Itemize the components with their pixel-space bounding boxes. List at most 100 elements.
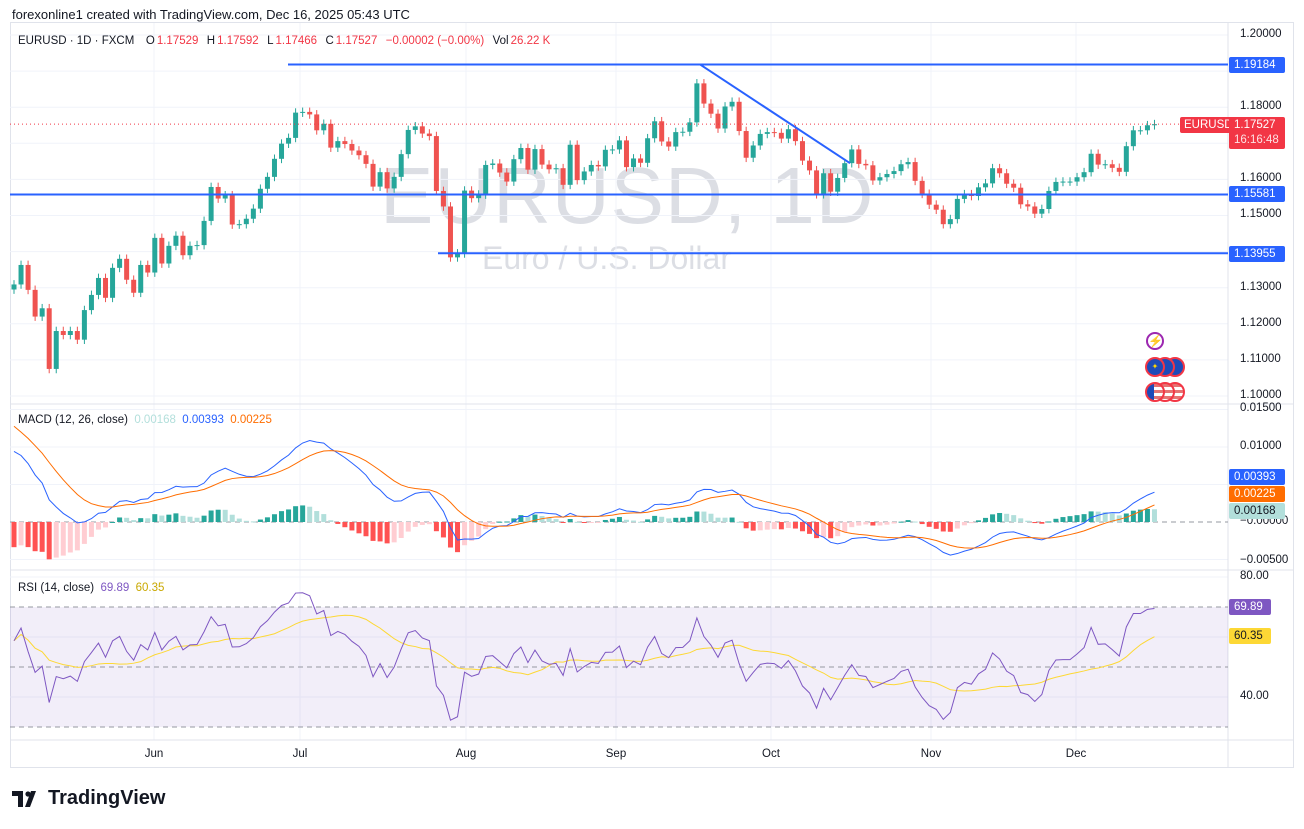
macd-title: MACD (12, 26, close) — [18, 414, 128, 426]
macd-histogram-bar — [398, 522, 404, 539]
candle-body — [997, 168, 1003, 174]
macd-histogram-bar — [560, 522, 566, 523]
rsi-legend[interactable]: RSI (14, close) 69.89 60.35 — [18, 582, 164, 594]
macd-histogram-bar — [856, 522, 862, 526]
macd-histogram-bar — [631, 520, 637, 522]
time-label: Dec — [1065, 748, 1087, 760]
candle-body — [757, 133, 763, 146]
macd-histogram-bar — [32, 522, 38, 552]
close-value: 1.17527 — [335, 35, 378, 47]
macd-histogram-bar — [771, 522, 777, 530]
candle-body — [652, 121, 658, 139]
macd-histogram-bar — [1018, 518, 1024, 522]
macd-histogram-bar — [968, 522, 974, 524]
macd-histogram-bar — [124, 517, 130, 522]
macd-histogram-bar — [462, 522, 468, 546]
candle-body — [574, 144, 580, 181]
macd-histogram-bar — [271, 514, 277, 522]
candle-body — [426, 133, 432, 137]
macd-histogram-bar — [905, 520, 911, 522]
macd-histogram-bar — [433, 522, 439, 532]
macd-histogram-bar — [1144, 509, 1150, 522]
candle-body — [884, 173, 890, 178]
macd-histogram-bar — [1046, 521, 1052, 523]
symbol-info[interactable]: EURUSD · 1D · FXCM — [18, 35, 135, 47]
macd-histogram-bar — [1032, 522, 1038, 524]
candle-body — [828, 173, 834, 192]
candle-body — [215, 186, 221, 199]
macd-histogram-bar — [180, 515, 186, 522]
macd-histogram-bar — [532, 514, 538, 522]
macd-histogram-bar — [342, 522, 348, 528]
candle-body — [46, 308, 52, 369]
rsi-tick: 80.00 — [1240, 570, 1269, 582]
candle-body — [257, 188, 263, 209]
macd-signal-badge: 0.00225 — [1229, 486, 1285, 502]
candle-body — [581, 171, 587, 181]
tradingview-logo[interactable]: TradingView — [12, 787, 165, 810]
candle-body — [560, 168, 566, 185]
price-tick: 1.11000 — [1240, 353, 1281, 365]
macd-histogram-bar — [1109, 513, 1115, 522]
candle-body — [546, 164, 552, 170]
macd-histogram-bar — [279, 511, 285, 522]
candle-body — [60, 331, 66, 335]
macd-histogram-bar — [67, 522, 73, 553]
macd-line-value: 0.00393 — [182, 414, 224, 426]
candle-body — [81, 310, 87, 340]
price-tick: 1.18000 — [1240, 100, 1282, 112]
low-label: L — [267, 35, 274, 47]
macd-histogram-bar — [194, 517, 200, 522]
candle-body — [152, 237, 158, 273]
candle-body — [694, 83, 700, 123]
candle-body — [785, 129, 791, 139]
macd-histogram-bar — [799, 522, 805, 532]
rsi-line — [13, 592, 1155, 721]
candle-body — [236, 224, 242, 226]
rsi-ma-line — [13, 614, 1155, 692]
candle-body — [110, 267, 116, 298]
macd-histogram-bar — [363, 522, 369, 537]
macd-histogram-bar — [103, 522, 109, 528]
candle-body — [250, 208, 256, 219]
candle-body — [588, 164, 594, 172]
macd-histogram-bar — [159, 515, 165, 522]
macd-histogram-bar — [581, 522, 587, 523]
symbol-legend: EURUSD · 1D · FXCM O 1.17529 H 1.17592 L 1.… — [18, 35, 552, 47]
candle-body — [490, 163, 496, 165]
macd-legend[interactable]: MACD (12, 26, close) 0.00168 0.00393 0.0… — [18, 414, 272, 426]
macd-histogram-bar — [476, 522, 482, 537]
candle-body — [525, 147, 531, 170]
logo-text: TradingView — [48, 787, 166, 809]
macd-histogram-bar — [264, 517, 270, 522]
macd-histogram-bar — [1137, 509, 1143, 522]
candle-body — [476, 194, 482, 199]
lightning-icon[interactable]: ⚡ — [1146, 332, 1164, 350]
candle-body — [764, 132, 770, 134]
candle-body — [736, 101, 742, 132]
macd-tick: −0.00500 — [1240, 554, 1289, 566]
macd-histogram-bar — [370, 522, 376, 541]
time-label: Nov — [920, 748, 942, 760]
macd-histogram-bar — [117, 517, 123, 522]
watermark-description: Euro / U.S. Dollar — [482, 240, 731, 276]
macd-histogram-value: 0.00168 — [134, 414, 176, 426]
candle-body — [947, 219, 953, 225]
candle-body — [328, 123, 334, 148]
candle-body — [799, 141, 805, 161]
macd-histogram-bar — [602, 519, 608, 522]
candle-body — [32, 289, 38, 317]
macd-histogram-bar — [152, 514, 158, 522]
candle-body — [645, 138, 651, 163]
candle-body — [53, 331, 59, 369]
level-badge-1: 1.19184 — [1229, 57, 1285, 73]
macd-histogram-bar — [997, 512, 1003, 522]
macd-histogram-bar — [673, 517, 679, 522]
macd-histogram-bar — [229, 514, 235, 522]
candle-body — [1039, 209, 1045, 214]
macd-histogram-bar — [722, 517, 728, 522]
high-value: 1.17592 — [217, 35, 259, 47]
candle-body — [293, 112, 299, 138]
candle-body — [863, 163, 869, 166]
